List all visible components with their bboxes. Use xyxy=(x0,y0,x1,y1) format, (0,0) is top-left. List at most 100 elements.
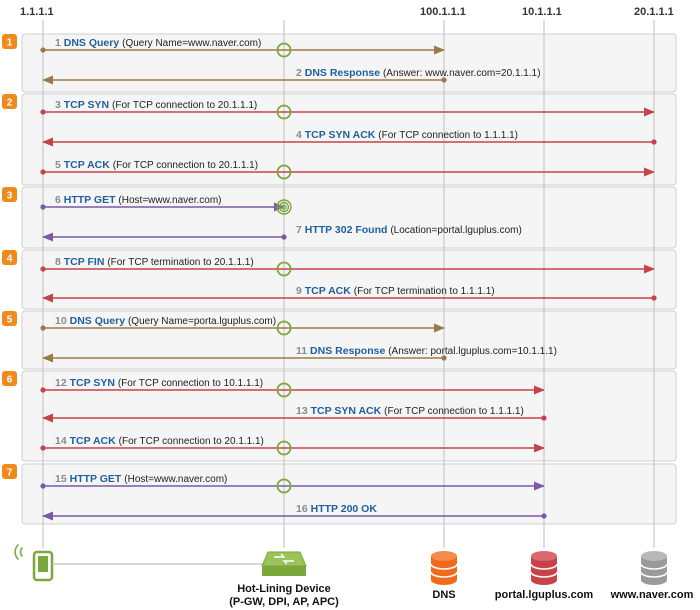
message-12: 12 TCP SYN (For TCP connection to 10.1.1… xyxy=(40,377,546,398)
dns-database-icon xyxy=(430,551,458,585)
host-ip-dns: 100.1.1.1 xyxy=(420,6,466,18)
message-number: 6 xyxy=(55,194,64,206)
portal-label: portal.lguplus.com xyxy=(495,589,594,601)
interception-ring-icon xyxy=(276,104,292,120)
message-detail: (For TCP connection to 20.1.1.1) xyxy=(113,160,258,171)
message-13: 13 TCP SYN ACK (For TCP connection to 1.… xyxy=(41,405,547,423)
message-11: 11 DNS Response (Answer: portal.lguplus.… xyxy=(41,345,557,363)
message-label: 14 TCP ACK (For TCP connection to 20.1.1… xyxy=(55,435,264,447)
message-number: 10 xyxy=(55,315,70,327)
message-number: 7 xyxy=(296,224,305,236)
group-box xyxy=(21,249,677,310)
message-origin-dot xyxy=(40,483,46,489)
group-box xyxy=(21,370,677,462)
group-boxes: 1 2 3 4 5 6 7 xyxy=(2,33,677,525)
message-detail: (Host=www.naver.com) xyxy=(118,195,221,206)
message-16: 16 HTTP 200 OK xyxy=(41,503,547,521)
message-origin-dot xyxy=(40,204,46,210)
group-badge xyxy=(2,187,17,202)
naver-database-icon xyxy=(640,551,668,585)
message-number: 5 xyxy=(55,159,64,171)
message-number: 4 xyxy=(296,129,305,141)
group-badge-number: 5 xyxy=(7,315,13,326)
group-badge-number: 7 xyxy=(7,468,13,479)
interception-ring-icon xyxy=(276,440,292,456)
message-name: DNS Response xyxy=(310,345,388,357)
group-box xyxy=(21,93,677,186)
message-label: 9 TCP ACK (For TCP termination to 1.1.1.… xyxy=(296,285,495,297)
interception-ring-icon xyxy=(276,382,292,398)
message-label: 8 TCP FIN (For TCP termination to 20.1.1… xyxy=(55,256,254,268)
host-ip-naver: 20.1.1.1 xyxy=(634,6,674,18)
redirect-target-icon xyxy=(281,204,287,210)
message-origin-dot xyxy=(651,139,657,145)
interception-ring-icon xyxy=(276,261,292,277)
redirect-target-icon xyxy=(276,199,292,215)
message-number: 1 xyxy=(55,37,64,49)
bottom-icons: Hot-Lining Device (P-GW, DPI, AP, APC) D… xyxy=(14,544,694,608)
message-name: TCP ACK xyxy=(64,159,113,171)
message-number: 2 xyxy=(296,67,305,79)
interception-ring-icon xyxy=(276,164,292,180)
phone-icon xyxy=(14,544,54,582)
message-4: 4 TCP SYN ACK (For TCP connection to 1.1… xyxy=(41,129,657,147)
message-origin-dot xyxy=(40,387,46,393)
message-name: TCP SYN xyxy=(64,99,112,111)
group-badge xyxy=(2,311,17,326)
message-origin-dot xyxy=(541,415,547,421)
message-number: 13 xyxy=(296,405,311,417)
host-ip-portal: 10.1.1.1 xyxy=(522,6,562,18)
group-box xyxy=(21,33,677,93)
host-ip-ue: 1.1.1.1 xyxy=(20,6,54,18)
message-label: 12 TCP SYN (For TCP connection to 10.1.1… xyxy=(55,377,263,389)
interception-ring-icon xyxy=(276,42,292,58)
message-8: 8 TCP FIN (For TCP termination to 20.1.1… xyxy=(40,256,656,277)
message-label: 16 HTTP 200 OK xyxy=(296,503,377,515)
interception-ring-icon xyxy=(276,320,292,336)
message-number: 14 xyxy=(55,435,70,447)
message-detail: (Answer: www.naver.com=20.1.1.1) xyxy=(383,68,541,79)
group-badge xyxy=(2,371,17,386)
message-3: 3 TCP SYN (For TCP connection to 20.1.1.… xyxy=(40,99,656,120)
message-label: 4 TCP SYN ACK (For TCP connection to 1.1… xyxy=(296,129,518,141)
message-name: TCP SYN ACK xyxy=(311,405,385,417)
message-number: 15 xyxy=(55,473,70,485)
message-name: TCP FIN xyxy=(64,256,108,268)
host-ip-labels: 1.1.1.1 100.1.1.1 10.1.1.1 20.1.1.1 xyxy=(20,6,674,18)
group-badge-number: 2 xyxy=(7,98,13,109)
message-label: 13 TCP SYN ACK (For TCP connection to 1.… xyxy=(296,405,524,417)
message-9: 9 TCP ACK (For TCP termination to 1.1.1.… xyxy=(41,285,657,303)
message-5: 5 TCP ACK (For TCP connection to 20.1.1.… xyxy=(40,159,656,180)
message-1: 1 DNS Query (Query Name=www.naver.com) xyxy=(40,37,446,58)
message-name: TCP ACK xyxy=(305,285,354,297)
group-box xyxy=(21,310,677,370)
message-name: TCP SYN ACK xyxy=(305,129,379,141)
message-name: HTTP GET xyxy=(64,194,119,206)
message-detail: (For TCP termination to 1.1.1.1) xyxy=(354,286,495,297)
group-badge-number: 4 xyxy=(7,254,13,265)
message-name: DNS Response xyxy=(305,67,383,79)
group-box xyxy=(21,463,677,525)
message-name: DNS Query xyxy=(70,315,128,327)
group-badge-number: 1 xyxy=(7,38,13,49)
interception-ring-icon xyxy=(276,478,292,494)
message-number: 3 xyxy=(55,99,64,111)
message-label: 3 TCP SYN (For TCP connection to 20.1.1.… xyxy=(55,99,257,111)
message-label: 5 TCP ACK (For TCP connection to 20.1.1.… xyxy=(55,159,258,171)
hld-label: Hot-Lining Device xyxy=(237,583,331,595)
message-detail: (Query Name=www.naver.com) xyxy=(122,38,261,49)
messages: 1 DNS Query (Query Name=www.naver.com) 2 … xyxy=(40,37,657,521)
message-detail: (Location=portal.lguplus.com) xyxy=(390,225,521,236)
message-origin-dot xyxy=(281,234,287,240)
message-detail: (Host=www.naver.com) xyxy=(124,474,227,485)
portal-database-icon xyxy=(530,551,558,585)
message-origin-dot xyxy=(40,169,46,175)
message-label: 1 DNS Query (Query Name=www.naver.com) xyxy=(55,37,261,49)
message-origin-dot xyxy=(40,109,46,115)
message-15: 15 HTTP GET (Host=www.naver.com) xyxy=(40,473,546,494)
group-badge xyxy=(2,34,17,49)
message-number: 11 xyxy=(296,345,310,357)
group-badge-number: 6 xyxy=(7,375,13,386)
group-badge-number: 3 xyxy=(7,191,13,202)
message-origin-dot xyxy=(40,47,46,53)
